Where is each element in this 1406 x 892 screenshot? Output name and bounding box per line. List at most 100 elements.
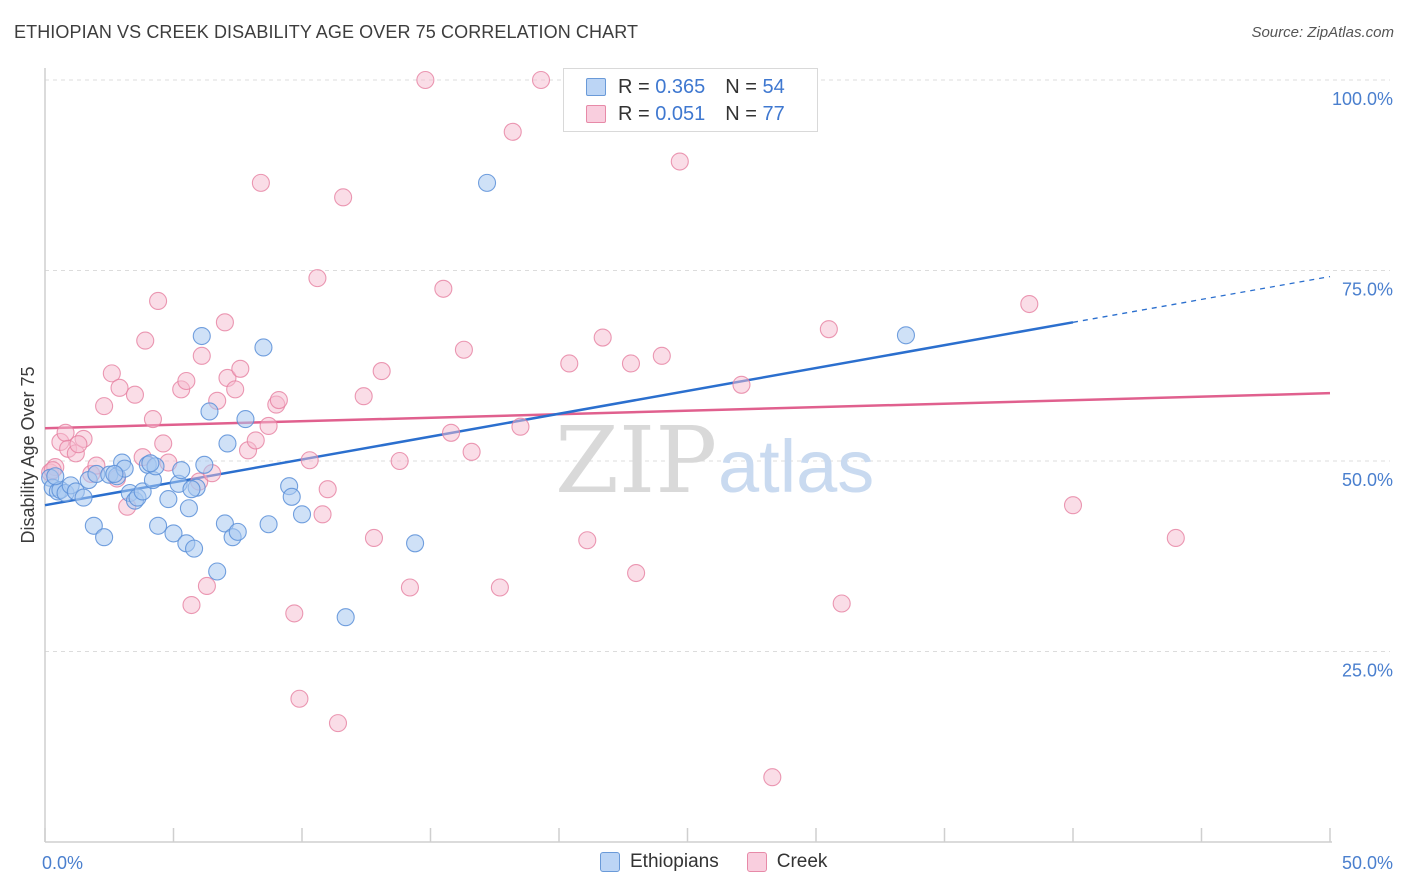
legend-swatch-blue: [586, 78, 606, 96]
creek-point: [503, 122, 522, 141]
ethiopian-point: [336, 608, 355, 627]
legend-row-creek: R = 0.051 N = 77: [586, 101, 785, 127]
legend-n-value: 54: [762, 75, 785, 98]
ethiopian-trend-extension: [1072, 275, 1331, 323]
ethiopian-point: [215, 514, 234, 533]
ethiopian-point: [228, 522, 247, 541]
creek-point: [442, 423, 461, 442]
chart-title: ETHIOPIAN VS CREEK DISABILITY AGE OVER 7…: [14, 22, 639, 42]
ethiopian-point: [84, 516, 103, 535]
creek-point: [1166, 528, 1185, 548]
creek-point: [1020, 294, 1039, 314]
creek-point: [69, 435, 88, 454]
creek-point: [215, 313, 234, 332]
creek-point: [102, 364, 121, 383]
creek-point: [670, 152, 689, 171]
creek-point: [621, 354, 641, 373]
legend-swatch-pink: [746, 852, 767, 872]
creek-point: [434, 279, 453, 298]
y-tick-label: 100.0%: [1332, 89, 1393, 109]
creek-point: [354, 387, 373, 406]
creek-point: [192, 346, 211, 365]
creek-point: [313, 505, 332, 524]
creek-point: [143, 410, 162, 429]
creek-point: [454, 340, 473, 359]
creek-point: [593, 328, 612, 347]
creek-point: [318, 480, 337, 499]
ethiopian-point: [218, 434, 237, 453]
source-label: Source: ZipAtlas.com: [1251, 24, 1394, 41]
ethiopian-points: [41, 173, 916, 627]
y-tick-label: 75.0%: [1342, 280, 1393, 300]
creek-point: [110, 378, 129, 397]
watermark-zip: ZIP: [555, 407, 717, 514]
ethiopian-point: [95, 528, 114, 547]
x-tick-label: 50.0%: [1342, 853, 1393, 873]
creek-point: [531, 70, 551, 90]
grid-lines: [45, 79, 1390, 652]
creek-point: [763, 768, 782, 787]
creek-point: [197, 576, 216, 596]
y-axis-label: Disability Age Over 75: [18, 366, 38, 543]
y-tick-labels: 25.0% 50.0% 75.0% 100.0%: [1332, 89, 1393, 681]
creek-point: [400, 578, 419, 597]
creek-point: [832, 594, 851, 613]
creek-point: [732, 375, 751, 394]
ethiopian-point: [74, 488, 93, 507]
ethiopian-point: [141, 454, 160, 473]
creek-point: [154, 434, 173, 453]
creek-point: [259, 416, 278, 435]
legend-item-ethiopians[interactable]: Ethiopians: [600, 851, 719, 873]
creek-point: [627, 563, 646, 583]
axes: [44, 68, 1332, 843]
creek-point: [390, 451, 409, 471]
creek-point: [177, 371, 196, 391]
creek-point: [560, 354, 579, 373]
creek-point: [136, 331, 155, 350]
ethiopian-point: [179, 499, 198, 518]
creek-point: [95, 397, 114, 416]
legend-item-creek[interactable]: Creek: [746, 851, 828, 873]
x-tick-labels: 0.0% 50.0%: [42, 853, 1393, 873]
creek-trend-line: [44, 391, 1331, 430]
y-tick-label: 25.0%: [1342, 661, 1393, 681]
ethiopian-point: [292, 505, 312, 524]
legend-swatch-pink: [586, 105, 606, 123]
ethiopian-point: [236, 410, 255, 429]
y-tick-label: 50.0%: [1342, 470, 1393, 490]
ethiopian-point: [172, 461, 191, 480]
creek-point: [364, 528, 384, 548]
x-tick-label: 0.0%: [42, 853, 83, 873]
creek-point: [226, 380, 245, 399]
ethiopian-point: [254, 338, 273, 357]
ethiopian-point: [195, 455, 214, 474]
ethiopian-point: [105, 464, 124, 484]
legend-r-label: R =: [618, 75, 650, 98]
legend-n-label: N =: [725, 75, 757, 98]
creek-point: [328, 714, 348, 733]
creek-point: [269, 390, 288, 410]
ethiopian-point: [159, 490, 178, 509]
creek-point: [182, 595, 201, 615]
ethiopian-point: [477, 173, 497, 192]
creek-point: [290, 689, 309, 708]
legend-label-creek: Creek: [776, 851, 828, 872]
ethiopian-point: [185, 539, 204, 558]
creek-point: [652, 346, 671, 365]
creek-point: [300, 451, 319, 470]
legend-r-label: R =: [618, 102, 650, 125]
ethiopian-point: [46, 467, 65, 486]
watermark-atlas: atlas: [718, 425, 874, 508]
creek-point: [578, 531, 597, 550]
ethiopian-point: [192, 326, 211, 346]
creek-point: [1063, 496, 1083, 515]
ethiopian-point: [200, 402, 219, 421]
legend-label-ethiopians: Ethiopians: [630, 851, 719, 872]
creek-point: [462, 442, 481, 461]
ethiopian-point: [259, 515, 278, 534]
ethiopian-point: [896, 326, 916, 345]
creek-point: [251, 173, 270, 192]
legend-row-ethiopians: R = 0.365 N = 54: [586, 74, 785, 100]
ethiopian-point: [182, 480, 201, 499]
